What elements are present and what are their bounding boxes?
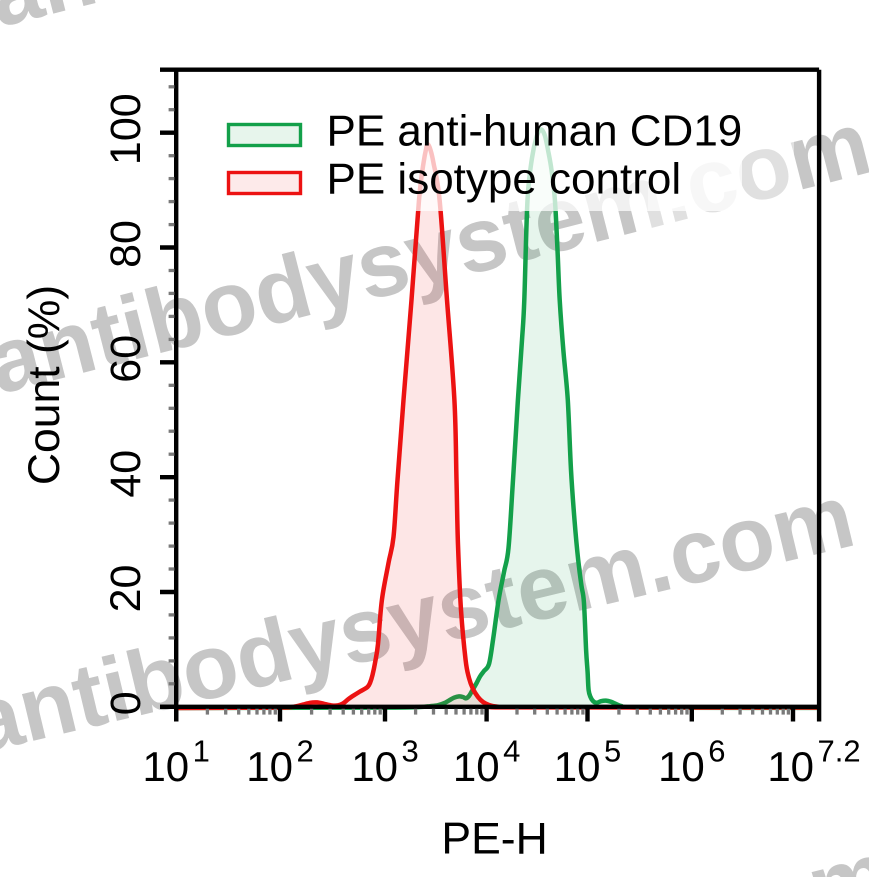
svg-text:0: 0 xyxy=(102,691,150,715)
svg-text:102: 10 2 xyxy=(246,734,313,791)
svg-text:107.2: 10 7.2 xyxy=(767,734,860,791)
svg-text:PE-H: PE-H xyxy=(441,815,547,864)
svg-text:PE isotype control: PE isotype control xyxy=(327,155,682,204)
svg-text:40: 40 xyxy=(102,450,150,498)
svg-text:PE anti-human CD19: PE anti-human CD19 xyxy=(327,107,743,156)
svg-text:106: 10 6 xyxy=(658,734,725,791)
svg-text:80: 80 xyxy=(102,220,150,268)
svg-text:Count (%): Count (%) xyxy=(20,285,69,485)
svg-text:20: 20 xyxy=(102,565,150,613)
svg-text:100: 100 xyxy=(102,93,150,165)
svg-text:60: 60 xyxy=(102,335,150,383)
